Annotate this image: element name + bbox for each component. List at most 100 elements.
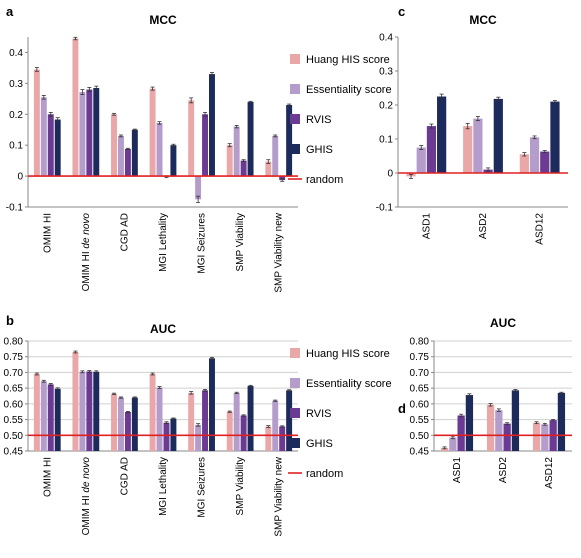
bar-essentiality-score-cgd-ad <box>117 135 124 177</box>
x-tick-label: OMIM HI de novo <box>81 213 92 292</box>
bar-rvis-smp-viability <box>240 160 247 177</box>
x-tick-label: SMP Viability new <box>274 456 285 536</box>
legend-label: GHIS <box>306 144 333 156</box>
bar-ghis-omim-hi-de-novo <box>93 371 100 451</box>
bar-huang-his-score-smp-viability-new <box>265 161 272 177</box>
x-tick-label: OMIM HI <box>42 213 53 253</box>
panel-d: d AUC 0.45 0.50 0.55 0.60 0.65 0.70 0.75 0.80 ASD1… <box>398 316 572 489</box>
y-tick-label: 0.60 <box>4 399 24 410</box>
panel-letter: b <box>6 313 14 328</box>
y-tick-label: 0.55 <box>4 415 24 426</box>
x-tick-label: MGI Lethality <box>158 457 169 516</box>
bar-essentiality-score-asd2 <box>495 410 503 451</box>
y-tick-label: 0 <box>17 172 23 183</box>
panel-c: c MCC -0.1 0 0.1 0.2 0.3 0.4 ASD1 ASD2 ASD12 <box>376 4 568 245</box>
legend-label: RVIS <box>306 114 331 126</box>
y-tick-label: 0.2 <box>9 110 23 121</box>
legend-swatch <box>290 378 300 388</box>
panel-b: b AUC 0.45 0.50 0.55 0.60 0.65 0.70 0.75 0.80 OMIM… <box>4 313 392 537</box>
legend-swatch <box>290 408 300 418</box>
bar-ghis-mgi-seizures <box>209 358 215 451</box>
bar-essentiality-score-asd2 <box>473 118 483 173</box>
y-tick-label: 0.45 <box>4 447 24 458</box>
bar-huang-his-score-smp-viability <box>226 145 233 177</box>
bar-essentiality-score-cgd-ad <box>117 397 124 451</box>
bar-essentiality-score-asd12 <box>529 137 540 173</box>
y-tick-label: 0.75 <box>410 352 430 363</box>
bar-essentiality-score-asd1 <box>416 147 426 173</box>
bar-huang-his-score-omim-hi <box>33 374 40 451</box>
bar-essentiality-score-mgi-seizures <box>195 424 202 451</box>
y-tick-label: 0.50 <box>410 431 430 442</box>
y-tick-label: 0.65 <box>410 384 430 395</box>
bar-rvis-smp-viability-new <box>279 426 286 451</box>
chart-title: MCC <box>149 13 177 27</box>
bar-ghis-cgd-ad <box>131 397 138 451</box>
bar-ghis-omim-hi <box>54 119 61 177</box>
bar-rvis-omim-hi-de-novo <box>86 371 93 451</box>
x-tick-label: ASD1 <box>421 213 432 240</box>
y-tick-label: 0.4 <box>379 33 393 44</box>
bar-huang-his-score-asd2 <box>486 404 495 451</box>
bar-essentiality-score-asd1 <box>449 437 457 451</box>
bar-rvis-smp-viability-new <box>279 176 286 181</box>
legend-swatch <box>290 144 300 154</box>
y-tick-label: 0.50 <box>4 431 24 442</box>
bar-rvis-mgi-seizures <box>202 390 209 451</box>
bar-huang-his-score-mgi-seizures <box>188 392 195 451</box>
x-tick-label: ASD2 <box>478 213 489 240</box>
bar-essentiality-score-smp-viability <box>233 392 240 451</box>
x-tick-label: OMIM HI <box>42 457 53 497</box>
bar-ghis-asd12 <box>550 101 560 173</box>
panel-letter: a <box>6 4 14 19</box>
bar-ghis-smp-viability-new <box>286 105 293 177</box>
bar-rvis-omim-hi-de-novo <box>86 89 93 177</box>
legend-swatch <box>290 348 300 358</box>
y-tick-label: 0.70 <box>410 368 430 379</box>
legend: Huang HIS score Essentiality score RVIS GHI… <box>288 54 392 186</box>
y-tick-label: 0.60 <box>410 399 430 410</box>
bar-huang-his-score-asd1 <box>440 447 449 451</box>
x-tick-label: OMIM HI de novo <box>81 457 92 536</box>
bar-essentiality-score-mgi-lethality <box>156 387 163 451</box>
legend-swatch <box>290 54 300 64</box>
chart-title: AUC <box>490 316 516 330</box>
legend-label: Huang HIS score <box>306 54 390 66</box>
bar-ghis-cgd-ad <box>131 129 138 177</box>
bar-huang-his-score-asd2 <box>463 126 473 173</box>
bar-rvis-smp-viability <box>240 415 247 451</box>
bar-huang-his-score-omim-hi-de-novo <box>72 38 79 177</box>
bar-essentiality-score-mgi-lethality <box>156 122 163 177</box>
y-tick-label: 0.1 <box>9 141 23 152</box>
bar-ghis-asd12 <box>557 392 566 451</box>
bar-ghis-smp-viability <box>247 101 254 177</box>
x-tick-label: MGI Seizures <box>197 213 208 274</box>
x-tick-label: ASD12 <box>544 457 555 489</box>
x-tick-label: SMP Viability new <box>274 212 285 292</box>
bar-essentiality-score-omim-hi-de-novo <box>79 92 86 177</box>
bar-rvis-mgi-lethality <box>163 422 170 451</box>
x-tick-label: SMP Viability <box>235 457 246 516</box>
x-tick-label: MGI Seizures <box>197 457 208 518</box>
legend-label: RVIS <box>306 408 331 420</box>
bar-ghis-mgi-lethality <box>170 145 177 177</box>
bar-rvis-asd12 <box>540 151 550 173</box>
y-tick-label: 0.4 <box>9 48 23 59</box>
legend-label: Huang HIS score <box>306 348 390 360</box>
bar-ghis-smp-viability <box>247 385 254 451</box>
bar-ghis-asd1 <box>465 395 474 451</box>
bar-essentiality-score-asd12 <box>541 424 549 451</box>
y-tick-label: 0.70 <box>4 368 24 379</box>
y-tick-label: 0.55 <box>410 415 430 426</box>
bar-ghis-asd2 <box>493 98 503 173</box>
y-tick-label: 0.80 <box>410 337 430 348</box>
bar-rvis-asd2 <box>503 423 511 451</box>
bar-huang-his-score-mgi-seizures <box>188 100 195 177</box>
bar-ghis-mgi-seizures <box>209 74 215 177</box>
bar-essentiality-score-mgi-seizures <box>195 176 202 200</box>
panel-letter: c <box>398 4 405 19</box>
x-tick-label: SMP Viability <box>235 213 246 272</box>
y-tick-label: -0.1 <box>6 203 24 214</box>
